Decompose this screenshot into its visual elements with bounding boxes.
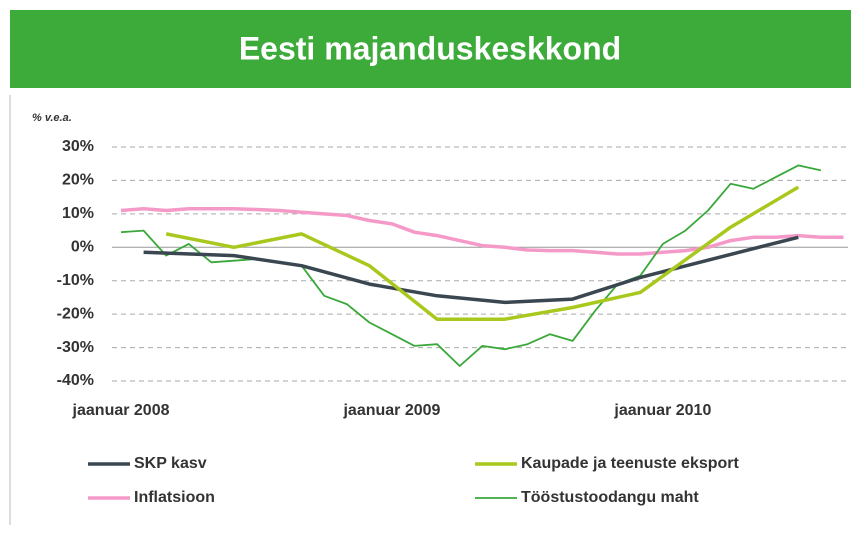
- series-line: [120, 207, 844, 256]
- x-tick-label: jaanuar 2008: [72, 402, 170, 419]
- y-tick-label: 0%: [71, 239, 94, 256]
- legend-label: Inflatsioon: [134, 489, 215, 506]
- series-line: [165, 185, 800, 321]
- y-tick-label: -40%: [57, 372, 94, 389]
- x-tick-label: jaanuar 2010: [613, 402, 711, 419]
- y-tick-label: -20%: [57, 305, 94, 322]
- y-tick-label: 30%: [62, 138, 94, 155]
- y-tick-label: 20%: [62, 172, 94, 189]
- y-tick-label: 10%: [62, 205, 94, 222]
- chart-title: Eesti majanduskeskkond: [239, 30, 621, 66]
- y-tick-label: -30%: [57, 339, 94, 356]
- y-tick-label: -10%: [57, 272, 94, 289]
- x-tick-label: jaanuar 2009: [342, 402, 440, 419]
- header-band: [10, 10, 851, 88]
- legend-label: SKP kasv: [134, 455, 207, 472]
- series-line: [143, 235, 799, 305]
- legend-label: Tööstustoodangu maht: [521, 489, 699, 506]
- series-line: [120, 164, 822, 367]
- legend-label: Kaupade ja teenuste eksport: [521, 455, 740, 472]
- y-axis-label: % v.e.a.: [32, 112, 72, 124]
